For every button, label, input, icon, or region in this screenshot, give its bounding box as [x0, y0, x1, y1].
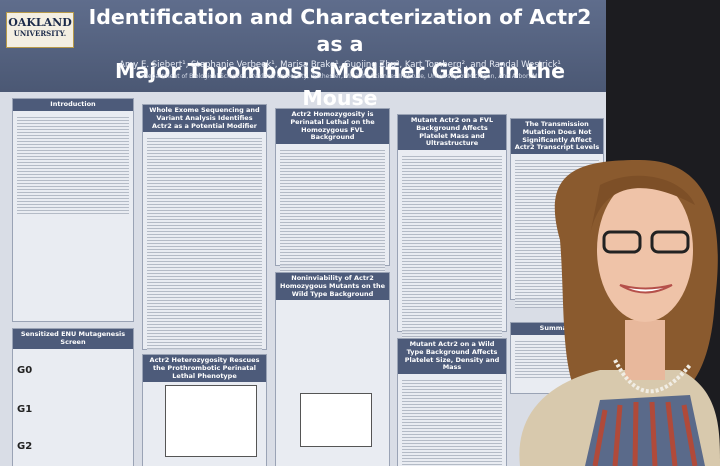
- panel: Noninviability of Actr2 Homozygous Mutan…: [275, 272, 390, 466]
- section-header: The Transmission Mutation Does Not Signi…: [511, 119, 603, 155]
- section-header: Introduction: [13, 99, 133, 111]
- necklace: [613, 359, 692, 394]
- row-label: G1: [17, 404, 33, 415]
- bangs: [590, 175, 695, 235]
- panel: Whole Exome Sequencing and Variant Analy…: [142, 104, 267, 351]
- section-header: Summary: [511, 323, 603, 335]
- title-line: Major Thrombosis Modifier Gene in the Mo…: [115, 59, 565, 110]
- figure-area: [147, 136, 262, 351]
- glasses: [650, 230, 690, 254]
- panel: Actr2 Homozygosity is Perinatal Lethal o…: [275, 108, 390, 275]
- panel: Introduction: [12, 98, 134, 322]
- panel: Sensitized ENU Mutagenesis Screen G0 G1 …: [12, 328, 134, 466]
- figure-area: [402, 378, 502, 466]
- section-header: Sensitized ENU Mutagenesis Screen: [13, 329, 133, 349]
- affiliations: ¹Department of Biological Sciences, Oakl…: [140, 73, 540, 80]
- figure-area: [280, 148, 385, 275]
- section-header: Noninviability of Actr2 Homozygous Mutan…: [276, 273, 389, 301]
- text-block: [17, 114, 129, 215]
- face: [597, 178, 693, 322]
- row-label: G0: [17, 365, 33, 376]
- glasses: [602, 230, 642, 254]
- panel: Actr2 Heterozygosity Rescues the Prothro…: [142, 354, 267, 466]
- row-label: G2: [17, 441, 33, 452]
- logo-text: UNIVERSITY.: [13, 29, 67, 38]
- figure-area: [165, 385, 257, 457]
- section-header: Mutant Actr2 on a Wild Type Background A…: [398, 339, 506, 375]
- title-line: Identification and Characterization of A…: [88, 5, 592, 56]
- section-header: Actr2 Heterozygosity Rescues the Prothro…: [143, 355, 266, 383]
- banner: [0, 0, 606, 92]
- section-header: Mutant Actr2 on a FVL Background Affects…: [398, 115, 506, 151]
- figure-area: [402, 154, 502, 341]
- panel: Mutant Actr2 on a Wild Type Background A…: [397, 338, 507, 466]
- poster-title: Identification and Characterization of A…: [80, 4, 600, 112]
- section-header: Whole Exome Sequencing and Variant Analy…: [143, 105, 266, 133]
- neck: [625, 320, 665, 380]
- panel: Mutant Actr2 on a FVL Background Affects…: [397, 114, 507, 341]
- logo: OAKLAND UNIVERSITY.: [6, 12, 74, 48]
- logo-text: OAKLAND: [8, 16, 72, 29]
- authors: Amy E. Siebert¹, Stephanie Verbeek¹, Mar…: [119, 60, 561, 70]
- section-header: Actr2 Homozygosity is Perinatal Lethal o…: [276, 109, 389, 145]
- figure-area: [300, 393, 372, 447]
- smile: [619, 284, 673, 294]
- shirt-stripes: [592, 401, 698, 466]
